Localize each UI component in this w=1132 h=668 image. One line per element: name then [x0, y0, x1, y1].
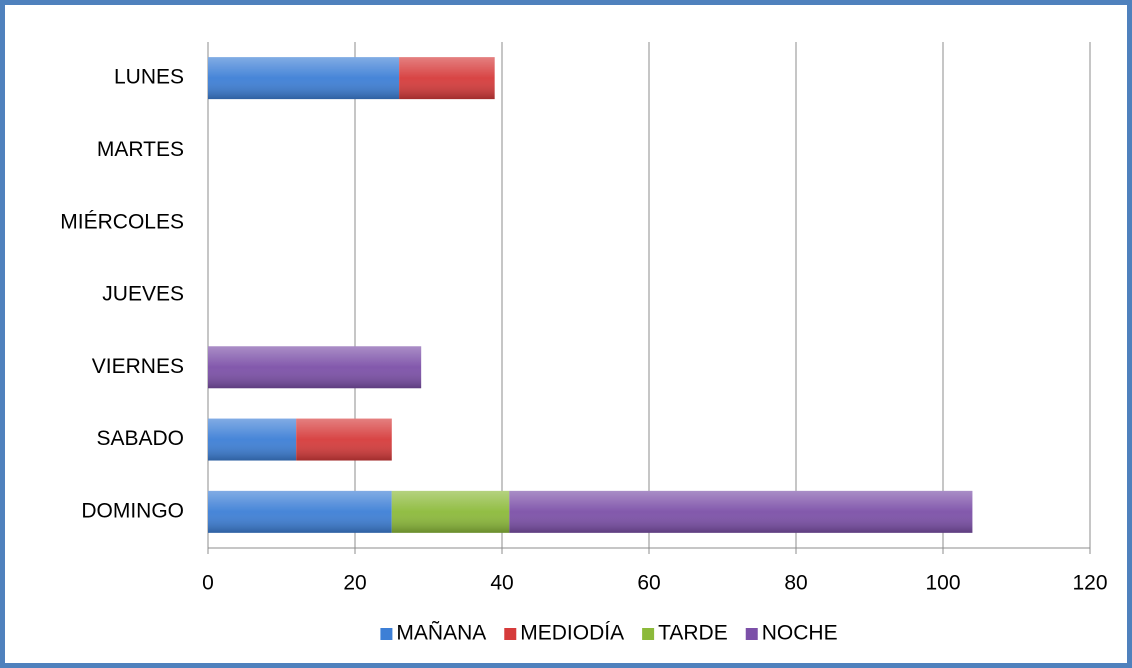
- bar-segment: [296, 418, 392, 461]
- y-tick-label: VIERNES: [92, 355, 184, 378]
- y-tick-label: MARTES: [97, 138, 184, 161]
- bar-segment: [208, 346, 422, 389]
- bar-segment: [208, 57, 400, 100]
- legend-swatch: [745, 628, 758, 640]
- legend-label: NOCHE: [762, 622, 838, 645]
- legend-label: MAÑANA: [396, 621, 486, 645]
- y-tick-label: DOMINGO: [81, 499, 184, 522]
- x-tick-label: 120: [1072, 572, 1107, 595]
- bar-segment: [208, 418, 297, 461]
- y-tick-label: SABADO: [96, 427, 184, 450]
- x-tick-label: 40: [490, 572, 513, 595]
- y-tick-label: JUEVES: [102, 283, 184, 306]
- x-tick-label: 0: [202, 572, 214, 595]
- legend-label: MEDIODÍA: [520, 622, 624, 645]
- bar-segment: [391, 490, 510, 533]
- legend-swatch: [642, 628, 655, 640]
- bar-segment: [399, 57, 495, 100]
- x-tick-label: 80: [784, 572, 807, 595]
- bar-segment: [509, 490, 973, 533]
- y-tick-label: LUNES: [114, 66, 184, 89]
- legend-swatch: [380, 628, 393, 640]
- legend-swatch: [504, 628, 517, 640]
- legend-label: TARDE: [658, 622, 728, 645]
- x-tick-label: 100: [925, 572, 960, 595]
- x-tick-label: 20: [343, 572, 366, 595]
- x-tick-label: 60: [637, 572, 660, 595]
- bar-segment: [208, 490, 392, 533]
- y-tick-label: MIÉRCOLES: [60, 210, 184, 233]
